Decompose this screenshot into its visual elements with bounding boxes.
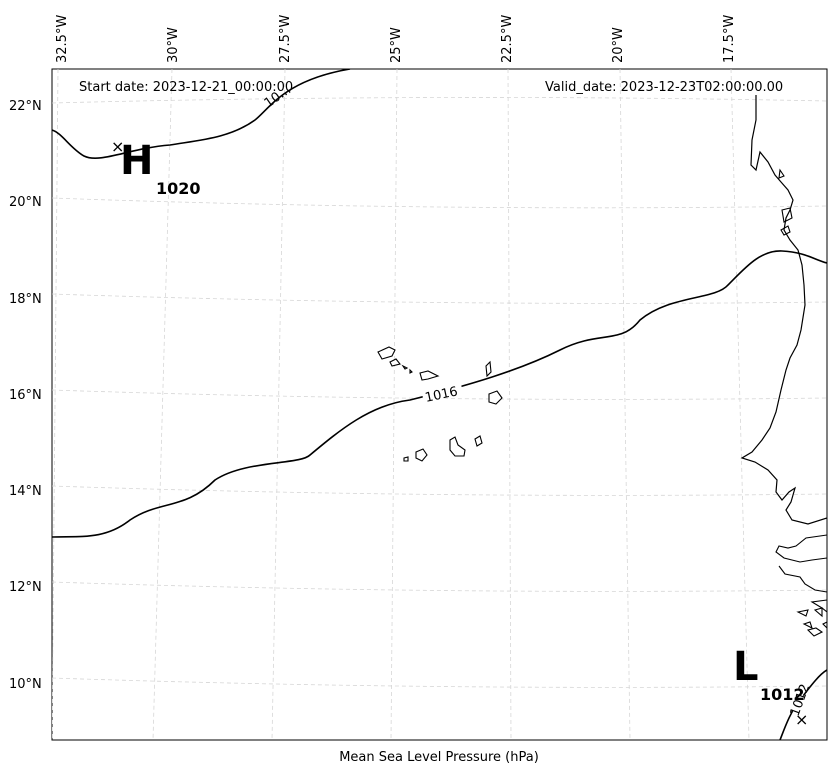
lon-label: 30°W	[166, 27, 181, 63]
latitude-labels: 22°N 20°N 18°N 16°N 14°N 12°N 10°N	[9, 99, 42, 692]
valid-date: Valid_date: 2023-12-23T02:00:00.00	[545, 80, 783, 95]
isobar-1016	[52, 250, 827, 538]
map-caption: Mean Sea Level Pressure (hPa)	[339, 750, 539, 765]
guinea-islands	[796, 607, 827, 637]
high-value: 1020	[156, 179, 201, 198]
lon-label: 17.5°W	[722, 15, 737, 63]
low-value: 1012	[760, 685, 805, 704]
contour-label-1016-bg	[420, 379, 464, 403]
lat-label: 14°N	[9, 484, 42, 499]
map-frame	[51, 68, 828, 741]
cape-verde-islands	[377, 346, 503, 462]
lon-label: 32.5°W	[55, 15, 70, 63]
lat-label: 12°N	[9, 580, 42, 595]
lat-label: 20°N	[9, 195, 42, 210]
lon-label: 27.5°W	[278, 15, 293, 63]
start-date: Start date: 2023-12-21_00:00:00	[79, 80, 293, 95]
africa-coastline	[740, 95, 827, 525]
lon-label: 20°W	[611, 27, 626, 63]
lat-label: 18°N	[9, 292, 42, 307]
contour-label-bottom-bg	[781, 680, 811, 718]
isobar-1020	[52, 69, 351, 160]
lon-label: 25°W	[389, 27, 404, 63]
lat-label: 10°N	[9, 677, 42, 692]
contour-label-1016: 1016	[424, 384, 459, 406]
high-marker: ×	[111, 137, 124, 156]
longitude-labels: 32.5°W 30°W 27.5°W 25°W 22.5°W 20°W 17.5…	[55, 15, 737, 63]
low-marker: ×	[795, 710, 808, 729]
low-symbol: L	[733, 644, 759, 690]
canary-islands	[778, 168, 793, 236]
guinea-coast	[778, 565, 827, 613]
lat-label: 22°N	[9, 99, 42, 114]
senegal-coast	[775, 534, 827, 563]
lon-label: 22.5°W	[500, 15, 515, 63]
high-symbol: H	[120, 138, 153, 184]
lat-label: 16°N	[9, 388, 42, 403]
